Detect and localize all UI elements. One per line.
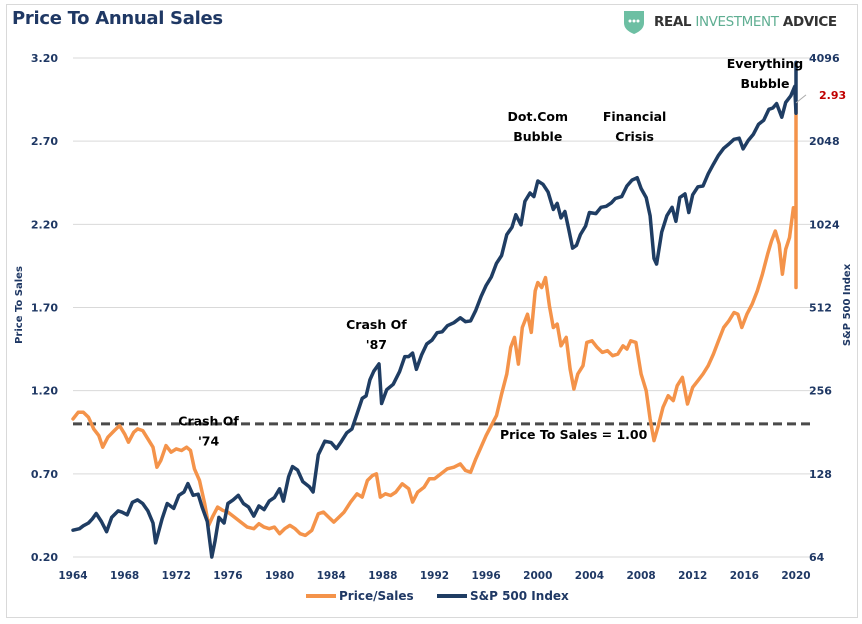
x-tick-label: 1988 — [368, 570, 397, 582]
right-axis-ticks: 64 128 256 512 1024 2048 4096 — [809, 52, 840, 564]
x-tick-label: 2000 — [523, 570, 552, 582]
left-axis-label: Price To Sales — [14, 266, 25, 344]
x-tick-label: 1972 — [162, 570, 191, 582]
y-tick-label: 2.70 — [31, 135, 58, 148]
x-tick-label: 2012 — [678, 570, 707, 582]
sp500-line — [71, 60, 798, 559]
reference-line-label: Price To Sales = 1.00 — [500, 427, 648, 442]
brand-word-advice: ADVICE — [782, 14, 837, 30]
x-tick-label: 1964 — [58, 570, 87, 582]
legend: Price/Sales S&P 500 Index — [306, 589, 569, 603]
annotation-text: Crash Of — [178, 414, 239, 429]
annotation-text: '74 — [198, 434, 220, 449]
brand-name: REAL INVESTMENT ADVICE — [654, 14, 837, 30]
y2-tick-label: 64 — [809, 551, 825, 564]
y2-tick-label: 512 — [809, 302, 832, 315]
annotation-text: Dot.Com — [508, 109, 568, 124]
annotation: Financial Crisis — [603, 109, 666, 144]
annotation-text: Bubble — [740, 76, 789, 91]
series-lines — [71, 60, 798, 559]
y-tick-label: 2.20 — [31, 218, 58, 231]
y2-tick-label: 1024 — [809, 218, 840, 231]
annotation: Crash Of '87 — [346, 317, 407, 352]
shield-chat-icon — [624, 11, 644, 34]
annotation-text: '87 — [366, 337, 387, 352]
x-tick-label: 2020 — [781, 570, 810, 582]
x-tick-label: 1996 — [472, 570, 501, 582]
x-axis-ticks: 1964 1968 1972 1976 1980 1984 1988 1992 1996 2000… — [58, 570, 810, 582]
y2-tick-label: 2048 — [809, 135, 840, 148]
legend-item-price-sales: Price/Sales — [306, 589, 414, 603]
legend-item-sp500: S&P 500 Index — [437, 589, 569, 603]
x-tick-label: 2008 — [626, 570, 655, 582]
price-sales-line — [71, 101, 798, 538]
chart-frame — [6, 4, 858, 618]
left-axis-ticks: 0.20 0.70 1.20 1.70 2.20 2.70 3.20 — [31, 52, 58, 564]
y-tick-label: 1.20 — [31, 385, 58, 398]
x-tick-label: 1980 — [265, 570, 294, 582]
brand-word-real: REAL — [654, 14, 692, 30]
y2-tick-label: 128 — [809, 468, 832, 481]
y2-tick-label: 4096 — [809, 52, 840, 65]
last-value-leader — [795, 94, 807, 104]
annotation-text: Crash Of — [346, 317, 407, 332]
annotation: Everything Bubble — [727, 56, 803, 91]
chart-title: Price To Annual Sales — [12, 8, 223, 29]
annotation-text: Everything — [727, 56, 803, 71]
annotation-text: Bubble — [513, 129, 562, 144]
x-tick-label: 1992 — [420, 570, 449, 582]
annotation: Dot.Com Bubble — [508, 109, 568, 144]
last-value-label: 2.93 — [819, 89, 846, 102]
right-axis-label: S&P 500 Index — [842, 263, 853, 346]
grid-lines — [73, 57, 812, 558]
annotation-text: Crisis — [615, 129, 654, 144]
y-tick-label: 3.20 — [31, 52, 58, 65]
legend-label: Price/Sales — [339, 589, 414, 603]
y-tick-label: 0.70 — [31, 468, 58, 481]
annotations: Crash Of '74 Crash Of '87 Dot.Com Bubble Finan… — [178, 56, 803, 449]
x-tick-label: 1976 — [213, 570, 242, 582]
annotation: Crash Of '74 — [178, 414, 239, 449]
brand-logo: REAL INVESTMENT ADVICE — [622, 10, 837, 34]
x-tick-label: 2016 — [730, 570, 759, 582]
y-tick-label: 1.70 — [31, 302, 58, 315]
x-tick-label: 1968 — [110, 570, 139, 582]
legend-label: S&P 500 Index — [470, 589, 569, 603]
x-tick-label: 1984 — [317, 570, 346, 582]
x-tick-label: 2004 — [575, 570, 604, 582]
annotation-text: Financial — [603, 109, 666, 124]
y2-tick-label: 256 — [809, 385, 832, 398]
y-tick-label: 0.20 — [31, 551, 58, 564]
brand-word-investment: INVESTMENT — [695, 14, 779, 30]
